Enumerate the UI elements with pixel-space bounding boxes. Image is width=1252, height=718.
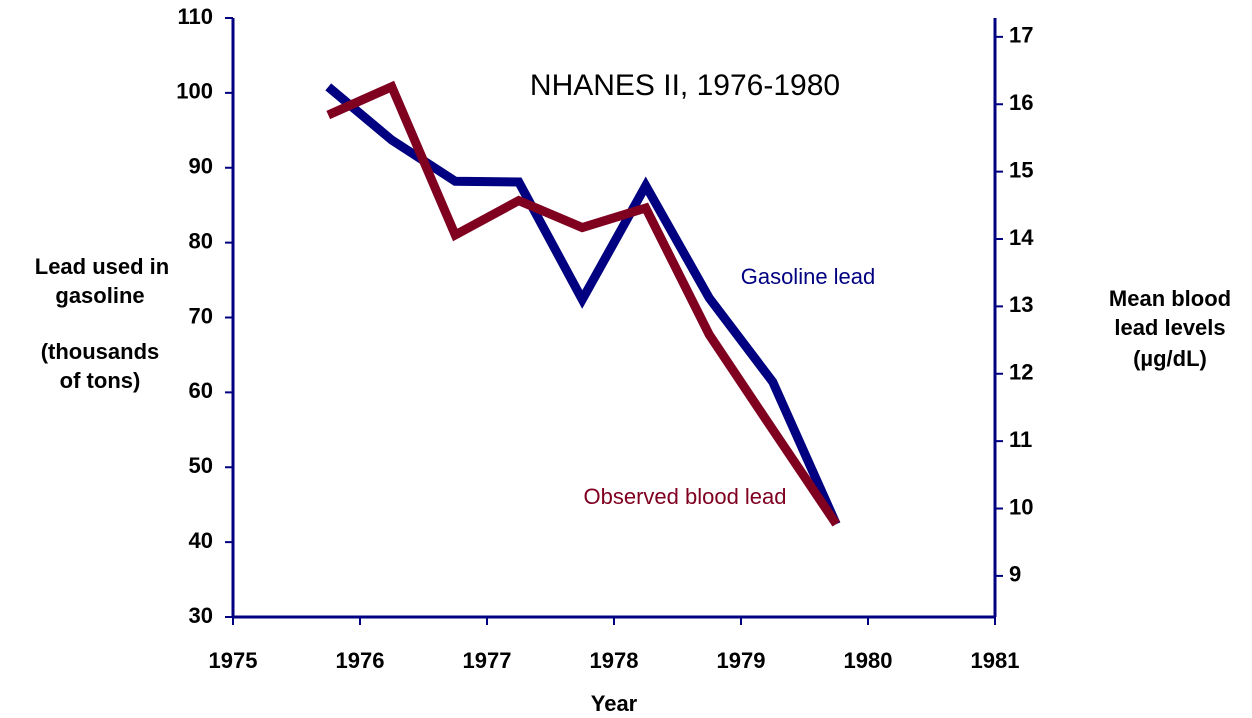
y-tick-label: 90 <box>189 154 213 179</box>
y2-axis-label: lead levels <box>1114 315 1225 340</box>
series-line <box>325 83 841 526</box>
y2-tick-label: 16 <box>1009 90 1033 115</box>
y2-tick-label: 17 <box>1009 23 1033 48</box>
y-axis-label: of tons) <box>60 368 141 393</box>
y-axis-label: Lead used in <box>35 254 169 279</box>
y-axis-label: (thousands <box>41 339 160 364</box>
x-tick-label: 1978 <box>590 648 639 673</box>
y2-axis-label: Mean blood <box>1109 286 1231 311</box>
y2-tick-label: 15 <box>1009 157 1033 182</box>
x-tick-label: 1976 <box>336 648 385 673</box>
y2-tick-label: 9 <box>1009 562 1021 587</box>
y-axis-label: gasoline <box>55 283 144 308</box>
y-tick-label: 40 <box>189 528 213 553</box>
y2-tick-label: 11 <box>1009 427 1032 452</box>
y2-tick-label: 12 <box>1009 360 1033 385</box>
x-tick-label: 1980 <box>844 648 893 673</box>
y2-tick-label: 10 <box>1009 494 1033 519</box>
y2-tick-label: 14 <box>1009 225 1034 250</box>
x-tick-label: 1981 <box>971 648 1020 673</box>
y-tick-label: 80 <box>189 228 213 253</box>
series-label: Gasoline lead <box>741 264 876 289</box>
y-tick-label: 110 <box>178 4 214 29</box>
y2-axis-label: (µg/dL) <box>1133 346 1207 371</box>
x-tick-label: 1975 <box>209 648 258 673</box>
y-tick-label: 70 <box>189 303 213 328</box>
y-tick-label: 60 <box>189 378 213 403</box>
x-axis-label: Year <box>591 691 638 716</box>
y-tick-label: 100 <box>176 79 213 104</box>
x-tick-label: 1977 <box>463 648 512 673</box>
y2-tick-label: 13 <box>1009 292 1033 317</box>
series-line <box>326 80 840 527</box>
series-label: Observed blood lead <box>583 484 786 509</box>
y-tick-label: 50 <box>189 453 213 478</box>
chart-title: NHANES II, 1976-1980 <box>530 69 840 102</box>
x-tick-label: 1979 <box>717 648 766 673</box>
y-tick-label: 30 <box>189 603 213 628</box>
